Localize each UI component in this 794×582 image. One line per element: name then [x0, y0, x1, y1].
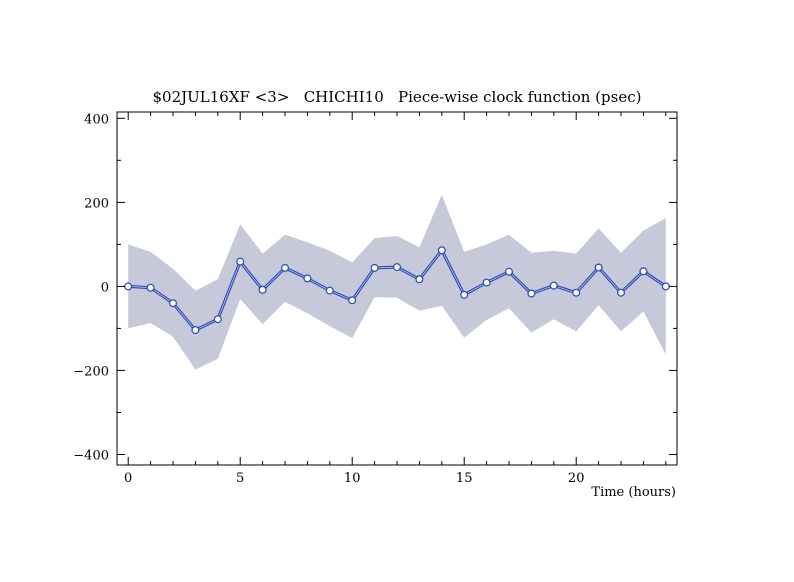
- y-tick-label-0: 0: [101, 280, 109, 295]
- data-point-15: [460, 290, 469, 299]
- data-point-14: [437, 246, 446, 255]
- data-point-3: [191, 326, 200, 335]
- data-point-2: [169, 299, 178, 308]
- uncertainty-band: [128, 194, 666, 370]
- data-point-11: [370, 263, 379, 272]
- data-point-17: [505, 267, 514, 276]
- y-tick-label--400: −400: [73, 449, 109, 464]
- data-points-layer: [124, 246, 670, 335]
- data-point-12: [393, 263, 402, 272]
- data-point-9: [325, 286, 334, 295]
- x-axis-label: Time (hours): [591, 485, 676, 500]
- x-tick-label-20: 20: [568, 471, 585, 486]
- data-point-5: [236, 257, 245, 266]
- data-point-18: [527, 289, 536, 298]
- axis-ticks-layer: [117, 112, 677, 465]
- data-point-10: [348, 296, 357, 305]
- data-point-8: [303, 274, 312, 283]
- data-point-4: [213, 315, 222, 324]
- uncertainty-band-layer: [128, 194, 666, 370]
- tick-labels-layer: 0 5 10 15 20 −400 −200 0 200 400: [73, 112, 584, 486]
- data-point-23: [639, 267, 648, 276]
- x-tick-label-5: 5: [236, 471, 244, 486]
- data-point-7: [281, 263, 290, 272]
- data-point-0: [124, 282, 133, 291]
- x-tick-label-15: 15: [456, 471, 473, 486]
- data-point-19: [549, 281, 558, 290]
- y-tick-label-400: 400: [84, 112, 109, 127]
- x-tick-label-0: 0: [124, 471, 132, 486]
- data-point-13: [415, 275, 424, 284]
- chart-title: $02JUL16XF <3> CHICHI10 Piece-wise clock…: [153, 88, 642, 106]
- data-point-6: [258, 285, 267, 294]
- data-point-1: [146, 283, 155, 292]
- data-point-22: [616, 288, 625, 297]
- data-point-20: [572, 288, 581, 297]
- x-tick-label-10: 10: [344, 471, 361, 486]
- data-point-21: [594, 263, 603, 272]
- data-point-24: [661, 282, 670, 291]
- data-point-16: [482, 278, 491, 287]
- y-tick-label-200: 200: [84, 196, 109, 211]
- y-tick-label--200: −200: [73, 364, 109, 379]
